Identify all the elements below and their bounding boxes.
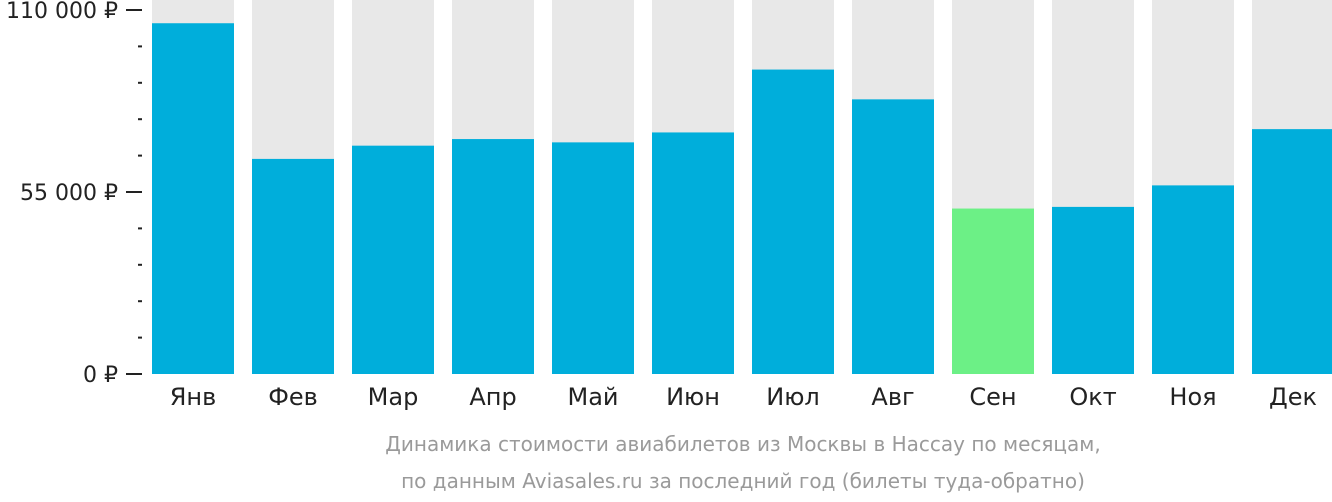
bar-9 bbox=[1052, 206, 1134, 374]
x-tick-label-5: Июн bbox=[666, 383, 720, 411]
y-tick-label-0: 0 ₽ bbox=[83, 363, 118, 388]
bar-8 bbox=[952, 208, 1034, 374]
y-axis: 0 ₽ 55 000 ₽ 110 000 ₽ bbox=[6, 0, 142, 388]
bar-7 bbox=[852, 99, 934, 374]
x-tick-label-8: Сен bbox=[969, 383, 1016, 411]
x-axis: Янв Фев Мар Апр Май Июн Июл Авг Сен Окт Ноя Дек bbox=[170, 383, 1317, 411]
caption-line-1: Динамика стоимости авиабилетов из Москвы… bbox=[385, 432, 1100, 456]
bar-4 bbox=[552, 142, 634, 374]
y-tick-label-1: 55 000 ₽ bbox=[20, 181, 118, 206]
y-tick-label-2: 110 000 ₽ bbox=[6, 0, 118, 24]
bar-6 bbox=[752, 69, 834, 375]
x-tick-label-10: Ноя bbox=[1169, 383, 1216, 411]
bar-1 bbox=[252, 158, 334, 374]
bar-0 bbox=[152, 23, 234, 375]
bar-2 bbox=[352, 145, 434, 374]
x-tick-label-7: Авг bbox=[871, 383, 914, 411]
x-tick-label-6: Июл bbox=[766, 383, 820, 411]
bar-5 bbox=[652, 132, 734, 374]
bar-10 bbox=[1152, 185, 1234, 374]
x-tick-label-1: Фев bbox=[268, 383, 318, 411]
bar-11 bbox=[1252, 129, 1332, 374]
bar-3 bbox=[452, 139, 534, 374]
x-tick-label-3: Апр bbox=[469, 383, 516, 411]
x-tick-label-9: Окт bbox=[1069, 383, 1116, 411]
x-tick-label-2: Мар bbox=[368, 383, 419, 411]
caption-line-2: по данным Aviasales.ru за последний год … bbox=[401, 469, 1085, 493]
x-tick-label-11: Дек bbox=[1269, 383, 1317, 411]
bars bbox=[152, 23, 1332, 375]
x-tick-label-0: Янв bbox=[170, 383, 217, 411]
x-tick-label-4: Май bbox=[567, 383, 618, 411]
